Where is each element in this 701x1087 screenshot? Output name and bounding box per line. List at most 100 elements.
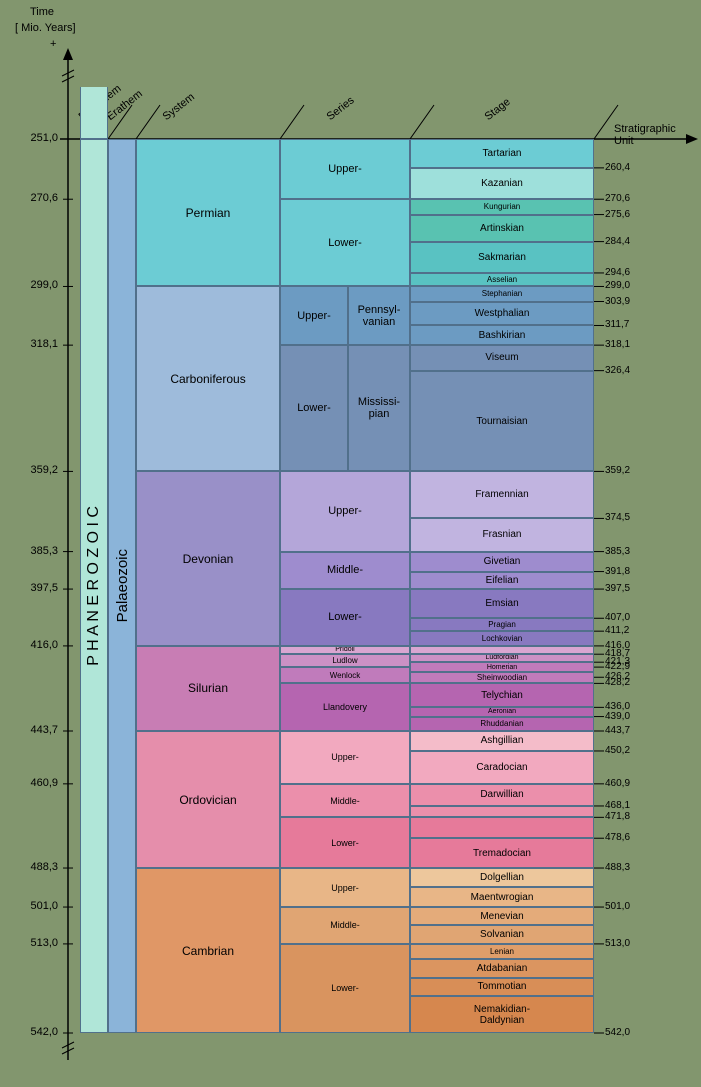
stage-cell: Caradocian xyxy=(410,751,594,784)
stage-cell: Aeronian xyxy=(410,707,594,716)
series-cell: Lower- xyxy=(280,345,348,471)
series-cell: Middle- xyxy=(280,784,410,817)
right-tick: 374,5 xyxy=(605,512,630,523)
right-tick: 488,3 xyxy=(605,862,630,873)
series-cell: Upper- xyxy=(280,286,348,345)
stage-cell: Eifelian xyxy=(410,572,594,590)
right-tick: 450,2 xyxy=(605,745,630,756)
stage-cell xyxy=(410,817,594,838)
right-tick: 318,1 xyxy=(605,339,630,350)
stage-cell: Artinskian xyxy=(410,215,594,242)
series-cell: Upper- xyxy=(280,139,410,199)
right-tick: 391,8 xyxy=(605,566,630,577)
right-tick: 439,0 xyxy=(605,711,630,722)
system-cell: Cambrian xyxy=(136,868,280,1033)
left-tick: 416,0 xyxy=(10,639,58,651)
right-tick: 311,7 xyxy=(605,319,629,330)
subseries-cell: Pennsyl-vanian xyxy=(348,286,410,345)
stage-cell: Tartarian xyxy=(410,139,594,168)
series-cell: Lower- xyxy=(280,817,410,868)
stage-cell: Tommotian xyxy=(410,978,594,996)
right-tick: 411,2 xyxy=(605,625,629,636)
stage-cell: Dolgellian xyxy=(410,868,594,887)
stage-cell: Rhuddanian xyxy=(410,717,594,731)
left-tick: 513,0 xyxy=(10,937,58,949)
stage-cell: Stephanian xyxy=(410,286,594,301)
stage-cell: Lenian xyxy=(410,944,594,959)
right-tick: 294,6 xyxy=(605,267,630,278)
right-tick: 303,9 xyxy=(605,296,630,307)
stage-cell: Tournaisian xyxy=(410,371,594,472)
right-tick: 542,0 xyxy=(605,1027,630,1038)
series-cell: Llandovery xyxy=(280,683,410,731)
system-cell: Ordovician xyxy=(136,731,280,868)
left-tick: 385,3 xyxy=(10,545,58,557)
stage-cell: Lochkovian xyxy=(410,631,594,646)
right-tick: 478,6 xyxy=(605,832,630,843)
right-tick: 443,7 xyxy=(605,725,630,736)
right-tick: 471,8 xyxy=(605,811,630,822)
stage-cell: Pragian xyxy=(410,618,594,631)
right-tick: 270,6 xyxy=(605,193,630,204)
eonothem-cell: P H A N E R O Z O I C xyxy=(80,139,108,1033)
left-tick: 299,0 xyxy=(10,279,58,291)
stage-cell: Telychian xyxy=(410,683,594,707)
left-tick: 488,3 xyxy=(10,861,58,873)
series-cell: Middle- xyxy=(280,907,410,944)
stage-cell: Maentwrogian xyxy=(410,887,594,907)
stage-cell: Westphalian xyxy=(410,302,594,326)
right-tick: 326,4 xyxy=(605,365,630,376)
stage-cell xyxy=(410,646,594,654)
stage-cell: Framennian xyxy=(410,471,594,518)
right-tick: 260,4 xyxy=(605,162,630,173)
stage-cell: Viseum xyxy=(410,345,594,370)
stage-cell: Sheinwoodian xyxy=(410,672,594,683)
series-cell: Upper- xyxy=(280,471,410,551)
right-tick: 397,5 xyxy=(605,583,630,594)
right-tick: 407,0 xyxy=(605,612,630,623)
system-cell: Devonian xyxy=(136,471,280,645)
series-cell: Wenlock xyxy=(280,667,410,683)
stage-cell: Solvanian xyxy=(410,925,594,943)
stage-cell: Tremadocian xyxy=(410,838,594,868)
stage-cell: Kungurian xyxy=(410,199,594,214)
right-tick: 460,9 xyxy=(605,778,630,789)
series-cell: Ludlow xyxy=(280,654,410,667)
left-tick: 270,6 xyxy=(10,192,58,204)
right-tick: 513,0 xyxy=(605,938,630,949)
stage-cell xyxy=(410,806,594,817)
series-cell: Upper- xyxy=(280,731,410,784)
stratigraphic-chart: Time[ Mio. Years]+Stratigraphic UnitEono… xyxy=(0,0,701,1087)
stage-cell: Kazanian xyxy=(410,168,594,199)
series-cell: Upper- xyxy=(280,868,410,907)
right-tick: 428,2 xyxy=(605,677,630,688)
stage-cell: Nemakidian-Daldynian xyxy=(410,996,594,1033)
stage-cell: Asselian xyxy=(410,273,594,287)
eonothem-cap xyxy=(80,87,108,139)
left-tick: 251,0 xyxy=(10,132,58,144)
left-tick: 542,0 xyxy=(10,1026,58,1038)
system-cell: Carboniferous xyxy=(136,286,280,471)
series-cell: Pridoli xyxy=(280,646,410,654)
left-tick: 318,1 xyxy=(10,338,58,350)
series-cell: Lower- xyxy=(280,944,410,1033)
stage-cell: Emsian xyxy=(410,589,594,618)
left-tick: 460,9 xyxy=(10,777,58,789)
stage-cell: Homerian xyxy=(410,662,594,672)
right-tick: 284,4 xyxy=(605,236,630,247)
system-cell: Permian xyxy=(136,139,280,286)
series-cell: Lower- xyxy=(280,589,410,646)
right-tick: 275,6 xyxy=(605,209,630,220)
stage-cell: Darwillian xyxy=(410,784,594,806)
stage-cell: Menevian xyxy=(410,907,594,925)
left-tick: 397,5 xyxy=(10,582,58,594)
left-tick: 359,2 xyxy=(10,464,58,476)
right-tick: 468,1 xyxy=(605,800,630,811)
right-tick: 299,0 xyxy=(605,280,630,291)
stage-cell: Atdabanian xyxy=(410,959,594,977)
series-cell: Lower- xyxy=(280,199,410,286)
right-tick: 501,0 xyxy=(605,901,630,912)
left-tick: 443,7 xyxy=(10,724,58,736)
stage-cell: Sakmarian xyxy=(410,242,594,273)
erathem-cell: Palaeozoic xyxy=(108,139,136,1033)
